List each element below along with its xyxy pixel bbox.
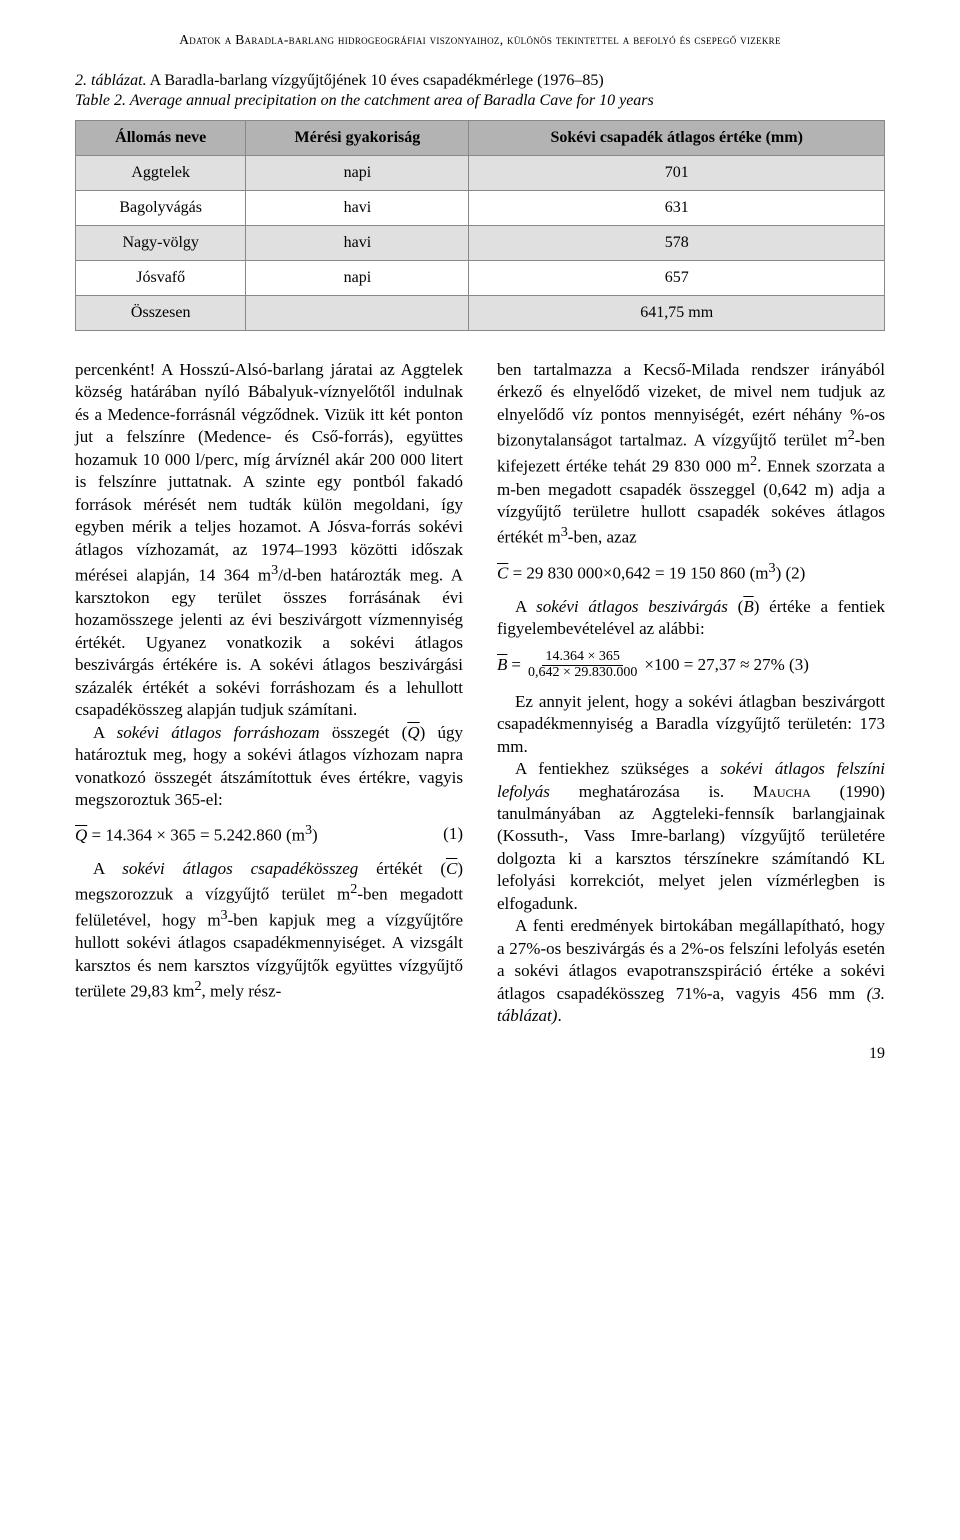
table-row-total: Összesen 641,75 mm	[76, 296, 885, 331]
table-header-row: Állomás neve Mérési gyakoriság Sokévi cs…	[76, 121, 885, 156]
equation-2: C = 29 830 000×0,642 = 19 150 860 (m3) (…	[497, 559, 885, 585]
paragraph: A sokévi átlagos csapadékösszeg értékét …	[75, 858, 463, 1004]
symbol-q-bar: Q	[407, 723, 419, 742]
running-header: Adatok a Baradla-barlang hidrogeográfiai…	[75, 32, 885, 48]
table-cell: Aggtelek	[76, 156, 246, 191]
paragraph: Ez annyit jelent, hogy a sokévi átlagban…	[497, 691, 885, 758]
fraction: 14.364 × 365 0,642 × 29.830.000	[525, 650, 640, 680]
table-caption-text: A Baradla-barlang vízgyűjtőjének 10 éves…	[147, 72, 604, 89]
table-row: Jósvafő napi 657	[76, 261, 885, 296]
paragraph: ben tartalmazza a Kecső-Milada rendszer …	[497, 359, 885, 549]
table-col-avg: Sokévi csapadék átlagos értéke (mm)	[469, 121, 885, 156]
table-row: Nagy-völgy havi 578	[76, 226, 885, 261]
table-cell: Bagolyvágás	[76, 191, 246, 226]
table-col-station: Állomás neve	[76, 121, 246, 156]
table-cell: 578	[469, 226, 885, 261]
right-column: ben tartalmazza a Kecső-Milada rendszer …	[497, 359, 885, 1027]
author-name: Maucha	[753, 782, 811, 801]
table-cell: 701	[469, 156, 885, 191]
paragraph: A fenti eredmények birtokában megállapít…	[497, 915, 885, 1027]
table-subcaption-text: Average annual precipitation on the catc…	[126, 92, 654, 109]
paragraph: A fentiekhez szükséges a sokévi átlagos …	[497, 758, 885, 915]
symbol-b-bar: B	[743, 597, 753, 616]
table-caption: 2. táblázat. A Baradla-barlang vízgyűjtő…	[75, 72, 885, 90]
table-cell: havi	[246, 226, 469, 261]
paragraph: A sokévi átlagos forráshozam összegét (Q…	[75, 722, 463, 812]
table-cell: 657	[469, 261, 885, 296]
table-cell: 641,75 mm	[469, 296, 885, 331]
table-cell	[246, 296, 469, 331]
paragraph: A sokévi átlagos beszivárgás (B) értéke …	[497, 596, 885, 641]
table-cell: napi	[246, 261, 469, 296]
table-cell: Nagy-völgy	[76, 226, 246, 261]
table-col-frequency: Mérési gyakoriság	[246, 121, 469, 156]
left-column: percenként! A Hosszú-Alsó-barlang járata…	[75, 359, 463, 1027]
precipitation-table: Állomás neve Mérési gyakoriság Sokévi cs…	[75, 120, 885, 331]
page-container: Adatok a Baradla-barlang hidrogeográfiai…	[0, 0, 960, 1093]
paragraph: percenként! A Hosszú-Alsó-barlang járata…	[75, 359, 463, 722]
table-row: Aggtelek napi 701	[76, 156, 885, 191]
equation-3: B = 14.364 × 365 0,642 × 29.830.000 ×100…	[497, 650, 885, 680]
table-subcaption-label: Table 2.	[75, 92, 126, 109]
table-cell: havi	[246, 191, 469, 226]
table-row: Bagolyvágás havi 631	[76, 191, 885, 226]
equation-1: Q = 14.364 × 365 = 5.242.860 (m3) (1)	[75, 821, 463, 847]
two-column-body: percenként! A Hosszú-Alsó-barlang járata…	[75, 359, 885, 1027]
equation-number: (1)	[435, 823, 463, 845]
table-cell: Jósvafő	[76, 261, 246, 296]
table-cell: 631	[469, 191, 885, 226]
page-number: 19	[75, 1045, 885, 1063]
table-caption-label: 2. táblázat.	[75, 72, 147, 89]
table-cell: napi	[246, 156, 469, 191]
symbol-c-bar: C	[446, 859, 457, 878]
table-cell: Összesen	[76, 296, 246, 331]
table-subcaption: Table 2. Average annual precipitation on…	[75, 92, 885, 110]
